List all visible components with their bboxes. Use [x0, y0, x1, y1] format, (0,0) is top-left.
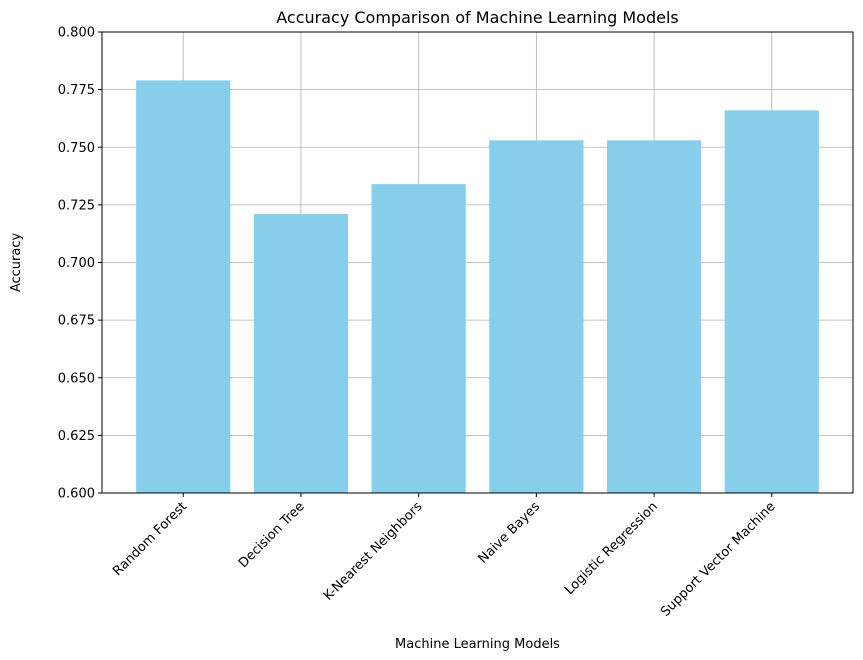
y-tick-label: 0.750 [58, 141, 95, 156]
y-tick-label: 0.775 [58, 83, 95, 98]
x-tick-label: K-Nearest Neighbors [321, 499, 426, 604]
y-tick-label: 0.600 [58, 487, 95, 502]
bar [606, 140, 702, 493]
y-tick-label: 0.700 [58, 256, 95, 271]
chart-title: Accuracy Comparison of Machine Learning … [276, 8, 679, 27]
y-tick-label: 0.800 [58, 26, 95, 41]
bar [489, 140, 584, 493]
x-tick-label: Decision Tree [236, 499, 308, 571]
bar [253, 214, 349, 493]
x-tick-label: Random Forest [110, 499, 190, 579]
x-axis-ticks: Random Forest Decision Tree K-Nearest Neig… [110, 493, 779, 620]
bar [136, 80, 231, 493]
bar-layer [136, 80, 819, 494]
x-tick-label: Logistic Regression [562, 499, 661, 598]
y-tick-label: 0.725 [58, 198, 95, 213]
y-tick-label: 0.625 [58, 429, 95, 444]
y-axis-ticks: 0.600 0.625 0.650 0.675 0.700 0.725 0.750 0.775… [58, 26, 102, 502]
x-tick-label: Support Vector Machine [658, 499, 779, 620]
bar [371, 184, 466, 493]
y-axis-label: Accuracy [9, 233, 24, 293]
x-axis-label: Machine Learning Models [395, 637, 560, 652]
bar [724, 110, 819, 494]
y-tick-label: 0.650 [58, 371, 95, 386]
y-tick-label: 0.675 [58, 314, 95, 329]
x-tick-label: Naive Bayes [476, 499, 544, 567]
